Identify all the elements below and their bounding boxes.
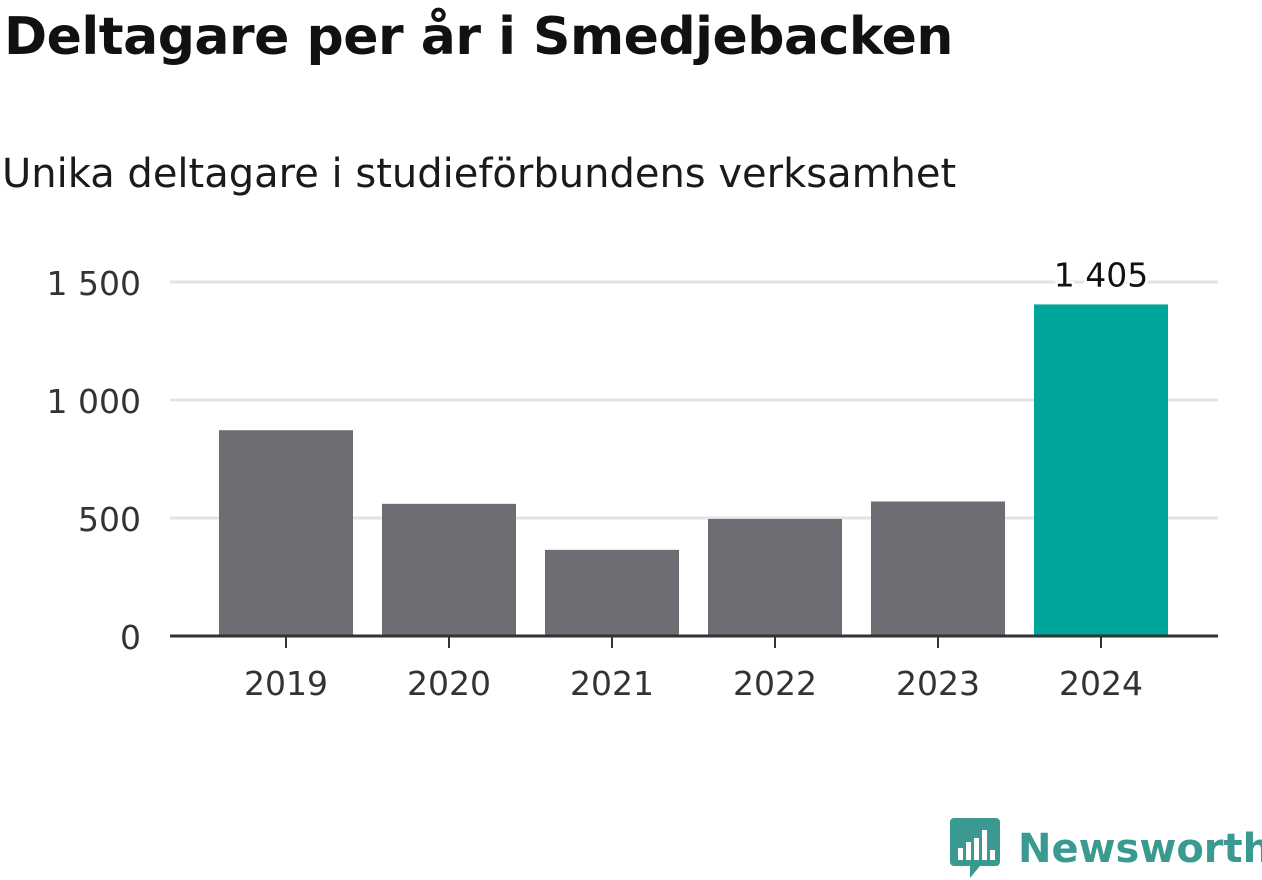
x-tick-label: 2020 — [407, 664, 491, 703]
y-axis-tick-labels: 0 500 1 000 1 500 — [47, 264, 141, 657]
x-tick-label: 2024 — [1059, 664, 1143, 703]
x-tick-label: 2022 — [733, 664, 817, 703]
x-tick-label: 2019 — [244, 664, 328, 703]
bar-2019 — [219, 430, 353, 636]
y-tick-label: 0 — [120, 618, 141, 657]
bars — [219, 304, 1168, 636]
logo-text: Newsworthy — [1018, 826, 1262, 872]
chart-title: Deltagare per år i Smedjebacken — [4, 7, 953, 67]
bar-2022 — [708, 518, 842, 636]
y-tick-label: 1 000 — [47, 382, 141, 421]
x-axis-tick-labels: 2019 2020 2021 2022 2023 2024 — [244, 664, 1143, 703]
x-axis — [170, 634, 1218, 648]
chart-subtitle: Unika deltagare i studieförbundens verks… — [2, 151, 957, 197]
bar-2021 — [545, 549, 679, 636]
y-tick-label: 1 500 — [47, 264, 141, 303]
bar-2023 — [871, 501, 1005, 636]
data-labels: 1 405 — [1051, 253, 1150, 297]
y-tick-label: 500 — [78, 500, 141, 539]
bar-2024 — [1034, 304, 1168, 636]
x-tick-label: 2023 — [896, 664, 980, 703]
newsworthy-logo: Newsworthy — [950, 818, 1262, 880]
x-tick-label: 2021 — [570, 664, 654, 703]
data-label: 1 405 — [1054, 255, 1148, 294]
newsworthy-chart-icon — [950, 818, 1000, 878]
bar-2020 — [382, 503, 516, 636]
